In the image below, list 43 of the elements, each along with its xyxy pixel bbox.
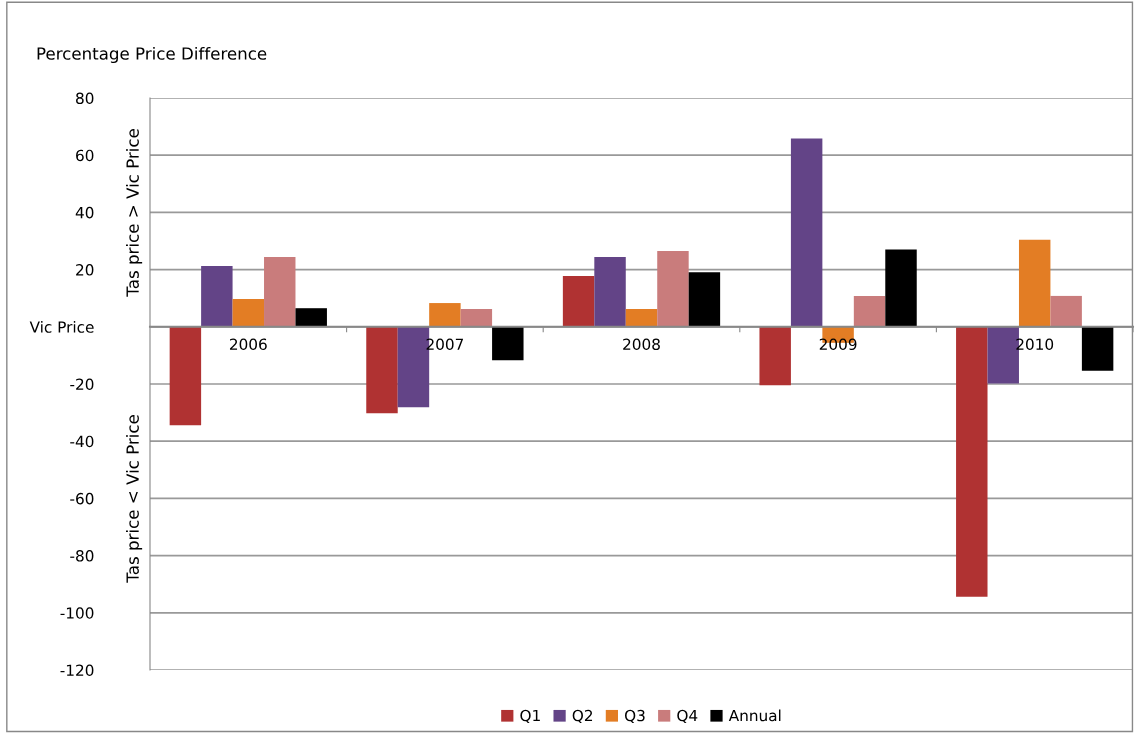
bar bbox=[956, 326, 988, 597]
y-tick-label: -20 bbox=[70, 378, 94, 391]
legend-label: Q2 bbox=[572, 709, 593, 724]
y-tick-label: Vic Price bbox=[29, 321, 94, 333]
bar bbox=[759, 326, 791, 386]
bar bbox=[853, 295, 886, 327]
bar bbox=[232, 299, 265, 327]
y-tick-label: -120 bbox=[60, 664, 94, 677]
bar bbox=[264, 257, 296, 327]
x-tick-label: 2008 bbox=[623, 338, 660, 351]
bar bbox=[201, 265, 233, 327]
y-tick-label: -40 bbox=[70, 435, 94, 448]
text: Tas price < Vic Price bbox=[126, 415, 143, 583]
bar bbox=[429, 303, 461, 327]
legend-label: Q3 bbox=[624, 709, 645, 724]
bar bbox=[492, 326, 524, 361]
y-tick-label: 60 bbox=[76, 149, 94, 162]
x-tick-label: 2006 bbox=[229, 338, 267, 351]
y-tick-label: -100 bbox=[60, 607, 94, 619]
bar bbox=[625, 309, 658, 327]
y-tick-label: -80 bbox=[70, 550, 94, 562]
bar bbox=[688, 272, 721, 327]
y-tick-label: 40 bbox=[75, 206, 94, 219]
bar bbox=[790, 138, 823, 327]
bar bbox=[460, 309, 493, 327]
bar bbox=[1050, 295, 1082, 327]
y-tick-label: -60 bbox=[70, 492, 94, 505]
y-tick-label: 20 bbox=[76, 264, 94, 276]
bar bbox=[1081, 326, 1114, 371]
y-tick-label: 80 bbox=[76, 92, 94, 105]
text: Tas price > Vic Price bbox=[126, 129, 143, 297]
legend-label: Q4 bbox=[677, 709, 698, 724]
bar bbox=[366, 326, 398, 414]
bar bbox=[295, 308, 327, 327]
bar bbox=[1018, 239, 1051, 327]
bar bbox=[169, 326, 202, 426]
bar bbox=[594, 257, 626, 327]
legend-label: Q1 bbox=[520, 709, 540, 724]
bar bbox=[657, 251, 689, 327]
legend-label: Annual bbox=[728, 709, 781, 722]
bar bbox=[562, 275, 595, 327]
bar bbox=[885, 249, 917, 327]
chart-title: Percentage Price Difference bbox=[37, 46, 267, 64]
